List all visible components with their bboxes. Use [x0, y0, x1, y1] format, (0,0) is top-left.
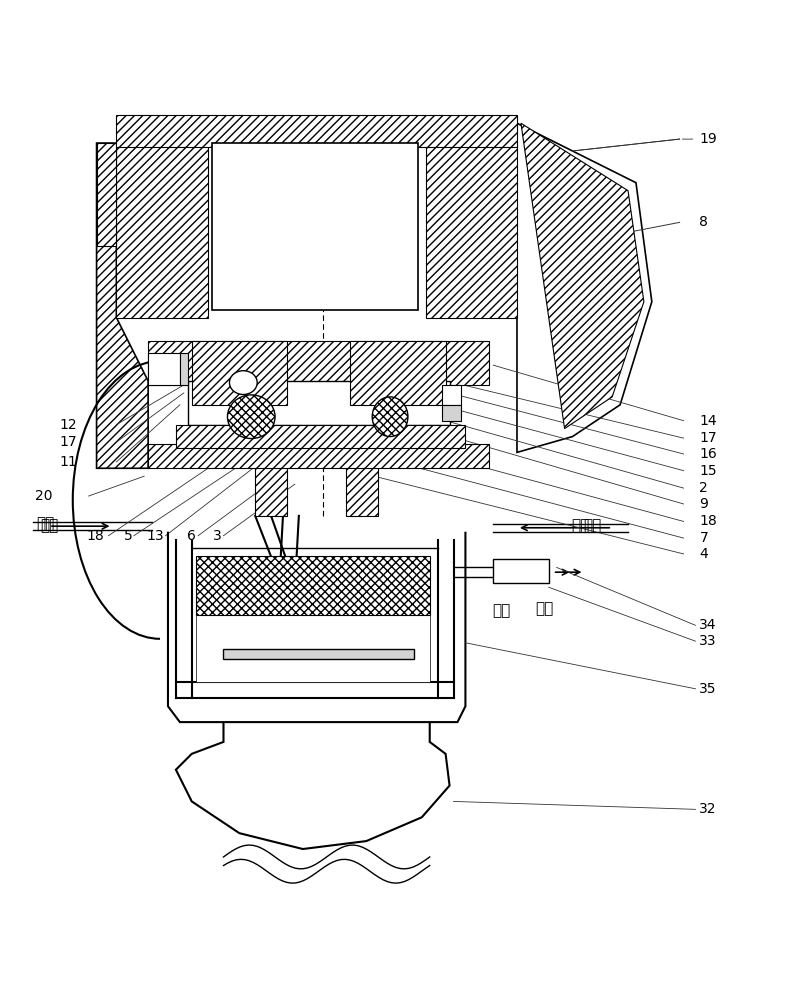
- Text: 6: 6: [187, 529, 196, 543]
- Text: 气体: 气体: [36, 516, 54, 531]
- Bar: [148, 341, 490, 385]
- Bar: [116, 143, 208, 318]
- Text: 20: 20: [36, 489, 53, 503]
- Text: 18: 18: [700, 514, 717, 528]
- Text: 17: 17: [700, 431, 717, 445]
- Bar: [212, 143, 418, 310]
- Bar: [196, 556, 430, 615]
- Bar: [96, 143, 116, 246]
- Bar: [196, 615, 430, 682]
- Text: 气体: 气体: [536, 601, 554, 616]
- Text: 7: 7: [700, 531, 708, 545]
- Text: 14: 14: [700, 414, 717, 428]
- Text: 12: 12: [59, 418, 76, 432]
- Bar: [148, 444, 490, 468]
- Bar: [442, 405, 462, 421]
- Polygon shape: [96, 143, 148, 468]
- Polygon shape: [521, 123, 644, 429]
- Text: 8: 8: [700, 215, 708, 229]
- Text: 2: 2: [700, 481, 708, 495]
- Text: 19: 19: [700, 132, 717, 146]
- Text: 5: 5: [123, 529, 132, 543]
- Bar: [148, 353, 180, 385]
- Text: 13: 13: [146, 529, 164, 543]
- Text: 11: 11: [59, 455, 76, 469]
- Text: 17: 17: [59, 435, 76, 449]
- Ellipse shape: [373, 397, 408, 437]
- Text: 18: 18: [87, 529, 104, 543]
- Ellipse shape: [244, 125, 386, 153]
- Bar: [192, 341, 287, 405]
- Text: 饮料: 饮料: [583, 518, 602, 533]
- Bar: [116, 115, 517, 147]
- Bar: [176, 425, 466, 448]
- Ellipse shape: [229, 371, 257, 395]
- Polygon shape: [509, 119, 652, 452]
- Text: 15: 15: [700, 464, 717, 478]
- Bar: [426, 143, 517, 318]
- Text: 33: 33: [700, 634, 717, 648]
- Text: 3: 3: [213, 529, 222, 543]
- Bar: [180, 353, 188, 385]
- Text: 9: 9: [700, 497, 708, 511]
- Text: 气体: 气体: [492, 604, 510, 619]
- Bar: [350, 341, 446, 405]
- Bar: [346, 397, 378, 516]
- Text: 气体: 气体: [40, 518, 58, 533]
- Bar: [494, 559, 548, 583]
- Text: 35: 35: [700, 682, 717, 696]
- Text: 34: 34: [700, 618, 717, 632]
- Text: 饮料: 饮料: [572, 518, 590, 533]
- Text: 16: 16: [700, 447, 717, 461]
- Text: 32: 32: [700, 802, 717, 816]
- Bar: [188, 381, 450, 425]
- Bar: [256, 397, 287, 516]
- Bar: [224, 649, 414, 659]
- Text: 4: 4: [700, 547, 708, 561]
- Ellipse shape: [228, 395, 275, 439]
- Bar: [442, 385, 462, 405]
